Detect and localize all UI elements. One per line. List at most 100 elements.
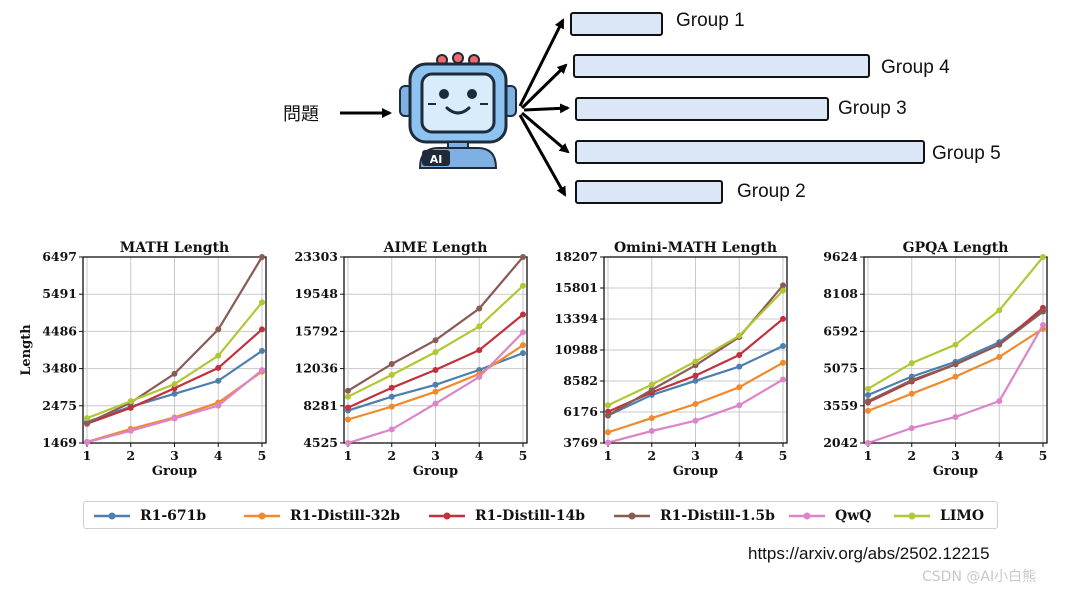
y-tick-label: 15801 xyxy=(555,280,599,295)
data-point xyxy=(388,393,395,400)
x-axis-label: Group xyxy=(933,464,978,479)
chart-1: AIME Length 4525 8281 12036 15792 19548 23303 1… xyxy=(295,240,528,479)
y-tick-label: 1469 xyxy=(42,435,77,450)
x-tick-label: 3 xyxy=(170,448,179,463)
data-point xyxy=(1040,254,1046,260)
x-tick-label: 2 xyxy=(126,448,135,463)
chart-2: Omini-MATH Length 3769 6176 8582 10988 13394 1… xyxy=(555,240,788,479)
legend-label: QwQ xyxy=(835,508,872,524)
y-tick-label: 23303 xyxy=(295,249,339,264)
x-tick-label: 3 xyxy=(951,448,960,463)
series-LIMO xyxy=(865,254,1046,392)
data-point xyxy=(865,385,871,392)
data-point xyxy=(780,282,786,289)
legend-label: R1-Distill-1.5b xyxy=(660,508,775,524)
data-point xyxy=(171,381,178,388)
series-QwQ xyxy=(865,322,1046,446)
data-point xyxy=(780,342,786,349)
x-tick-label: 1 xyxy=(83,448,92,463)
x-tick-label: 5 xyxy=(519,448,528,463)
data-point xyxy=(520,342,526,349)
data-point xyxy=(388,371,395,378)
data-point xyxy=(692,358,699,365)
data-point xyxy=(648,415,655,422)
legend-item-qwq: QwQ xyxy=(789,506,871,526)
group-label-3: Group 3 xyxy=(838,98,907,119)
data-point xyxy=(996,307,1003,314)
data-point xyxy=(432,388,439,395)
data-point xyxy=(171,390,178,397)
data-point xyxy=(908,377,915,384)
data-point xyxy=(476,323,483,330)
data-point xyxy=(432,337,439,344)
y-tick-label: 18207 xyxy=(555,249,599,264)
y-tick-label: 8108 xyxy=(823,286,858,301)
data-point xyxy=(432,349,439,356)
legend-item-r1-distill-14b: R1-Distill-14b xyxy=(429,506,585,526)
x-axis-label: Group xyxy=(673,464,718,479)
y-tick-label: 6592 xyxy=(823,323,858,338)
y-tick-label: 9624 xyxy=(823,249,858,264)
chart-title: MATH Length xyxy=(120,240,229,256)
chart-0: MATH Length 1469 2475 3480 4486 5491 6497 1 2 3 4 5… xyxy=(19,240,267,479)
y-tick-label: 15792 xyxy=(295,323,339,338)
x-tick-label: 4 xyxy=(995,448,1004,463)
data-point xyxy=(127,404,134,411)
x-tick-label: 2 xyxy=(387,448,396,463)
chart-title: Omini-MATH Length xyxy=(614,240,777,256)
data-point xyxy=(692,417,699,424)
data-point xyxy=(692,377,699,384)
data-point xyxy=(215,352,222,359)
legend-label: R1-Distill-14b xyxy=(475,508,586,524)
data-point xyxy=(345,387,351,394)
data-point xyxy=(476,347,483,354)
data-point xyxy=(908,390,915,397)
data-point xyxy=(908,360,915,367)
data-point xyxy=(388,403,395,410)
data-point xyxy=(865,391,871,398)
data-point xyxy=(736,332,743,339)
legend-item-r1-671b: R1-671b xyxy=(94,506,206,526)
data-point xyxy=(259,367,265,374)
legend-item-r1-distill-1.5b: R1-Distill-1.5b xyxy=(614,506,775,526)
data-point xyxy=(908,425,915,432)
data-point xyxy=(520,254,526,260)
data-point xyxy=(648,428,655,435)
series-R1-671b xyxy=(84,347,265,425)
group-bar-4 xyxy=(573,54,870,78)
x-tick-label: 3 xyxy=(691,448,700,463)
data-point xyxy=(648,386,655,393)
data-point xyxy=(952,341,959,348)
branch-arrow-group-2 xyxy=(518,114,567,197)
data-point xyxy=(215,377,222,384)
data-point xyxy=(1040,308,1046,315)
series-R1-Distill-1.5b xyxy=(345,254,526,394)
y-tick-label: 12036 xyxy=(295,361,339,376)
data-point xyxy=(952,373,959,380)
data-point xyxy=(1040,322,1046,329)
data-point xyxy=(865,440,871,446)
data-point xyxy=(259,326,265,333)
ai-robot-icon: AI xyxy=(399,52,517,169)
data-point xyxy=(388,361,395,368)
data-point xyxy=(780,359,786,366)
y-tick-label: 10988 xyxy=(555,342,599,357)
data-point xyxy=(520,311,526,318)
legend-label: R1-Distill-32b xyxy=(290,508,401,524)
legend-swatch xyxy=(894,512,930,520)
series-R1-Distill-14b xyxy=(345,311,526,411)
y-tick-label: 5491 xyxy=(42,286,77,301)
y-tick-label: 3559 xyxy=(823,398,858,413)
x-tick-label: 4 xyxy=(214,448,223,463)
legend-label: LIMO xyxy=(940,508,985,524)
x-tick-label: 4 xyxy=(475,448,484,463)
data-point xyxy=(259,254,265,260)
data-point xyxy=(648,381,655,388)
data-point xyxy=(865,398,871,405)
y-tick-label: 2042 xyxy=(823,435,858,450)
x-tick-label: 5 xyxy=(779,448,788,463)
x-tick-label: 4 xyxy=(735,448,744,463)
data-point xyxy=(865,407,871,414)
data-point xyxy=(215,402,222,409)
